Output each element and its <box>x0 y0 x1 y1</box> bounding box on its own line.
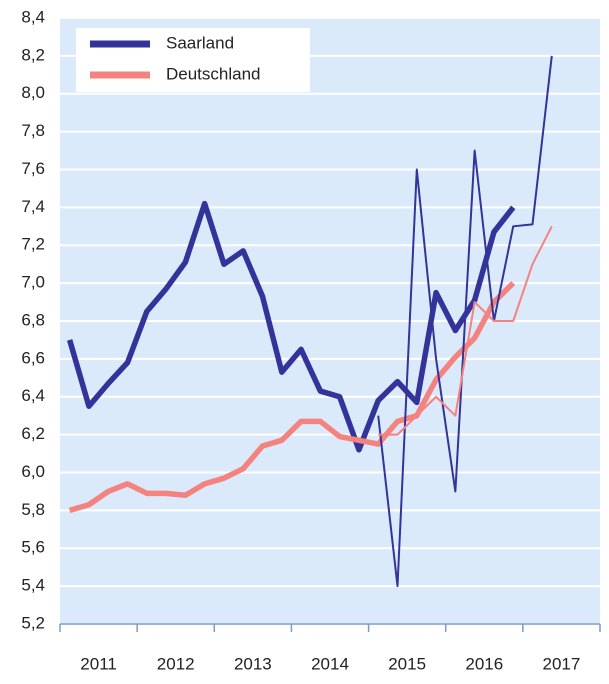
legend-label: Saarland <box>166 33 234 52</box>
y-tick-label: 6,2 <box>21 424 45 443</box>
x-tick-label: 2014 <box>311 654 349 673</box>
series-line <box>67 200 516 453</box>
y-tick-label: 5,6 <box>21 538 45 557</box>
y-tick-label: 7,8 <box>21 121 45 140</box>
x-tick-label: 2011 <box>80 654 117 673</box>
y-tick-label: 6,0 <box>21 462 45 481</box>
y-tick-label: 6,4 <box>21 386 45 405</box>
y-tick-label: 8,0 <box>21 83 45 102</box>
y-tick-label: 6,8 <box>21 310 45 329</box>
y-tick-label: 7,6 <box>21 159 45 178</box>
legend-label: Deutschland <box>166 64 261 83</box>
x-tick-label: 2017 <box>543 654 581 673</box>
y-tick-label: 8,2 <box>21 45 45 64</box>
y-tick-label: 6,6 <box>21 348 45 367</box>
series-line <box>378 225 553 436</box>
y-tick-label: 7,0 <box>21 273 45 292</box>
x-tick-label: 2015 <box>388 654 426 673</box>
y-tick-label: 8,4 <box>21 7 45 26</box>
series-line <box>377 55 553 588</box>
x-tick-label: 2012 <box>157 654 195 673</box>
legend-box <box>76 28 310 92</box>
x-tick-label: 2013 <box>234 654 272 673</box>
y-tick-label: 7,2 <box>21 235 45 254</box>
y-tick-label: 5,2 <box>21 613 45 632</box>
y-tick-label: 5,8 <box>21 500 45 519</box>
x-tick-label: 2016 <box>465 654 503 673</box>
y-tick-label: 7,4 <box>21 197 45 216</box>
y-tick-label: 5,4 <box>21 576 45 595</box>
